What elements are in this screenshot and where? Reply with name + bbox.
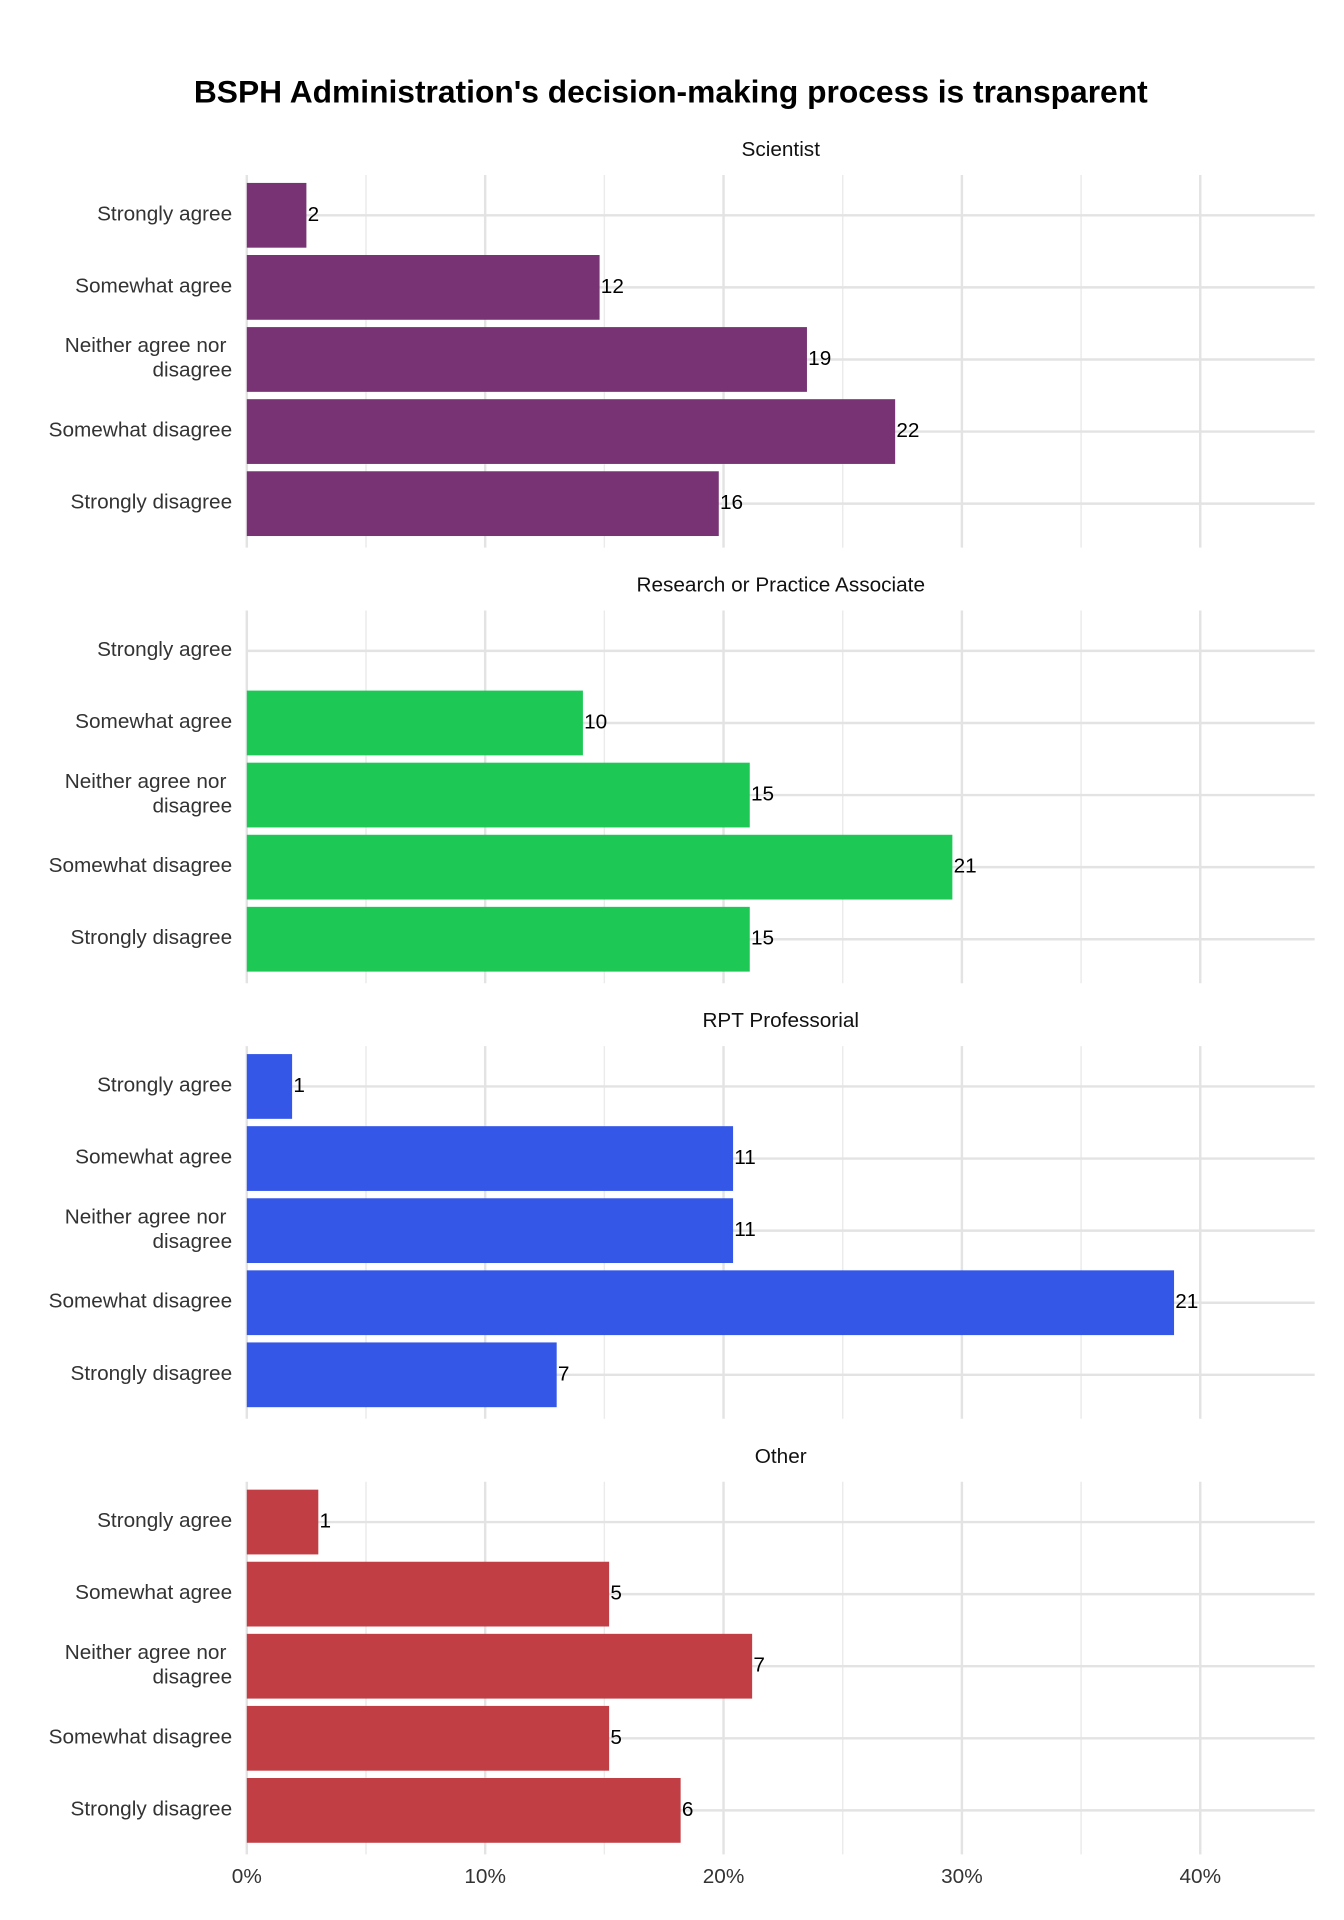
y-tick-label: Neither agree nor disagree	[65, 335, 232, 382]
y-tick-label: Somewhat disagree	[49, 855, 233, 878]
bar	[246, 1633, 753, 1699]
y-tick-label: Strongly disagree	[71, 927, 233, 950]
data-label: 19	[808, 347, 831, 370]
x-tick-label: 20%	[703, 1865, 745, 1888]
y-tick-label: Somewhat agree	[75, 275, 232, 298]
bar	[246, 1126, 734, 1191]
facet-title: RPT Professorial	[702, 1009, 859, 1032]
bar	[246, 1270, 1175, 1336]
y-tick-label: Neither agree nor disagree	[65, 1641, 232, 1688]
bar	[246, 834, 953, 900]
data-label: 16	[720, 491, 743, 514]
data-label: 7	[558, 1362, 570, 1385]
data-label: 10	[584, 710, 607, 733]
data-label: 7	[753, 1654, 765, 1677]
x-tick-label: 10%	[464, 1865, 506, 1888]
y-tick-label: Somewhat disagree	[49, 419, 233, 442]
data-label: 11	[734, 1146, 756, 1169]
bar	[246, 1198, 734, 1264]
y-tick-label: Strongly disagree	[71, 1362, 233, 1385]
data-label: 21	[954, 855, 977, 878]
data-label: 5	[610, 1726, 622, 1749]
x-tick-label: 40%	[1179, 1865, 1221, 1888]
bar	[246, 399, 896, 464]
y-tick-label: Neither agree nor disagree	[65, 1206, 232, 1253]
data-label: 2	[308, 203, 320, 226]
y-tick-label: Somewhat disagree	[49, 1290, 233, 1313]
facet-title: Other	[755, 1445, 807, 1468]
y-tick-label: Strongly disagree	[71, 1798, 233, 1821]
y-tick-label: Strongly disagree	[71, 491, 233, 514]
data-label: 5	[610, 1582, 622, 1605]
y-tick-label: Strongly agree	[97, 203, 232, 226]
y-tick-label: Somewhat agree	[75, 1146, 232, 1169]
bar	[246, 1705, 610, 1771]
bar	[246, 182, 307, 248]
x-tick-label: 0%	[232, 1865, 262, 1888]
x-tick-label: 30%	[941, 1865, 983, 1888]
data-label: 1	[320, 1510, 332, 1533]
bar	[246, 762, 750, 828]
y-tick-label: Strongly agree	[97, 1074, 232, 1097]
y-tick-label: Somewhat agree	[75, 1582, 232, 1605]
y-tick-label: Somewhat disagree	[49, 1726, 233, 1749]
bar	[246, 906, 750, 972]
bar	[246, 1489, 319, 1555]
data-label: 22	[896, 419, 919, 442]
facet-title: Research or Practice Associate	[636, 574, 925, 597]
data-label: 1	[293, 1074, 305, 1097]
bar	[246, 327, 807, 392]
y-tick-label: Neither agree nor disagree	[65, 770, 232, 817]
data-label: 6	[682, 1798, 694, 1821]
data-label: 15	[751, 927, 774, 950]
y-tick-label: Strongly agree	[97, 638, 232, 661]
chart-title: BSPH Administration's decision-making pr…	[194, 74, 1148, 110]
y-tick-label: Strongly agree	[97, 1510, 232, 1533]
y-tick-label: Somewhat agree	[75, 710, 232, 733]
bar	[246, 255, 600, 320]
facet-title: Scientist	[741, 138, 820, 161]
data-label: 12	[601, 275, 624, 298]
bar	[246, 471, 719, 537]
data-label: 11	[734, 1218, 756, 1241]
data-label: 15	[751, 783, 774, 806]
bar	[246, 1054, 293, 1119]
bar	[246, 1342, 557, 1408]
data-label: 21	[1175, 1290, 1198, 1313]
bar	[246, 1561, 610, 1627]
bar	[246, 1778, 681, 1843]
bar	[246, 690, 583, 756]
